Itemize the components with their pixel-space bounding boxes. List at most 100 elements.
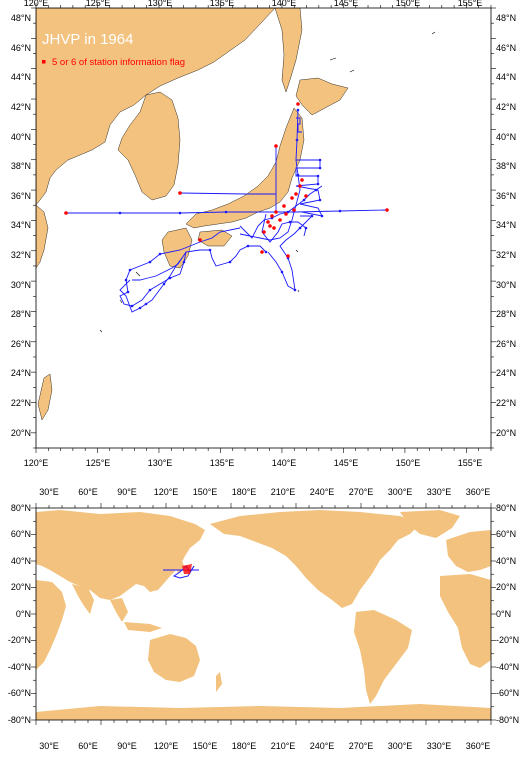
bottom-map: 30°E 60°E 90°E 120°E 150°E 180°E 210°E 2… xyxy=(8,487,519,751)
tick-label: -20°N xyxy=(496,635,519,645)
tick-label: 32°N xyxy=(11,250,31,260)
tick-label: 80°N xyxy=(11,503,31,513)
tick-label: 20°N xyxy=(11,582,31,592)
tick-label: 28°N xyxy=(496,309,516,319)
tick-label: 46°N xyxy=(11,43,31,53)
legend-marker xyxy=(42,60,46,64)
tick-label: 20°N xyxy=(11,428,31,438)
land-taiwan xyxy=(37,373,53,421)
tick-label: 42°N xyxy=(11,102,31,112)
land-japan-small xyxy=(174,556,184,574)
tick-label: 150°E xyxy=(396,458,421,468)
tick-label: 130°E xyxy=(148,458,173,468)
track-cruise-6 xyxy=(119,257,183,313)
land-kyushu xyxy=(161,227,193,269)
tick-label: 24°N xyxy=(496,368,516,378)
top-map-land xyxy=(36,8,436,421)
tick-label: 135°E xyxy=(210,0,235,8)
tick-label: 34°N xyxy=(496,220,516,230)
track-cruise-2 xyxy=(179,146,277,212)
tick-label: 150°E xyxy=(193,487,218,497)
land-new-zealand xyxy=(216,672,222,692)
track-cruise-9 xyxy=(261,213,307,243)
tick-label: 145°E xyxy=(334,458,359,468)
tick-label: 60°N xyxy=(11,529,31,539)
tick-label: 32°N xyxy=(496,250,516,260)
tick-label: 36°N xyxy=(11,191,31,201)
tick-label: 150°E xyxy=(193,741,218,751)
track-cruise-10 xyxy=(132,251,187,281)
tick-label: 360°E xyxy=(466,487,491,497)
tick-label: 0°N xyxy=(16,609,31,619)
land-africa-right xyxy=(440,574,491,668)
tick-label: 36°N xyxy=(496,191,516,201)
track-cruise-5 xyxy=(119,227,267,307)
tick-label: 135°E xyxy=(210,458,235,468)
tick-label: 34°N xyxy=(11,220,31,230)
tick-label: 28°N xyxy=(11,309,31,319)
tick-label: 60°E xyxy=(78,741,98,751)
legend-label: 5 or 6 of station information flag xyxy=(52,57,185,68)
tick-label: 40°N xyxy=(11,132,31,142)
bottom-map-ticks xyxy=(31,503,496,725)
land-korea xyxy=(117,91,181,201)
land-se-asia xyxy=(110,598,162,632)
tick-label: 26°N xyxy=(496,339,516,349)
top-map: JHVP in 1964 5 or 6 of station informati… xyxy=(11,0,516,468)
tick-label: -20°N xyxy=(8,635,31,645)
tick-label: 300°E xyxy=(388,487,413,497)
tick-label: 140°E xyxy=(272,0,297,8)
bottom-map-tracks xyxy=(163,564,199,579)
tick-label: 300°E xyxy=(388,741,413,751)
land-south-america xyxy=(354,610,412,704)
tick-label: 30°N xyxy=(11,280,31,290)
track-stations xyxy=(64,108,389,310)
top-lon-labels-bottom: 120°E 125°E 130°E 135°E 140°E 145°E 150°… xyxy=(24,458,483,468)
tick-label: 60°E xyxy=(78,487,98,497)
land-europe-right xyxy=(446,530,491,572)
tick-label: 24°N xyxy=(11,368,31,378)
tick-label: 40°N xyxy=(496,556,516,566)
top-map-tracks xyxy=(64,102,389,313)
tick-label: 240°E xyxy=(310,741,335,751)
tick-label: 210°E xyxy=(271,487,296,497)
tick-label: 270°E xyxy=(349,487,374,497)
track-mini-2 xyxy=(172,565,195,579)
top-map-ticks xyxy=(31,3,496,453)
tick-label: 90°E xyxy=(117,741,137,751)
land-north-america xyxy=(210,510,420,608)
tick-label: 40°N xyxy=(496,132,516,142)
tick-label: -80°N xyxy=(8,715,31,725)
land-shikoku xyxy=(197,229,233,247)
tick-label: 30°N xyxy=(496,280,516,290)
tick-label: 20°N xyxy=(496,428,516,438)
map-title: JHVP in 1964 xyxy=(42,31,133,48)
track-cruise-11 xyxy=(296,117,302,133)
tick-label: 120°E xyxy=(154,741,179,751)
land-australia xyxy=(148,634,200,682)
tick-label: 125°E xyxy=(86,0,111,8)
tick-label: 30°E xyxy=(39,741,59,751)
tick-label: 26°N xyxy=(11,339,31,349)
tick-label: 44°N xyxy=(496,72,516,82)
flag-stations xyxy=(64,102,389,258)
tick-label: 20°N xyxy=(496,582,516,592)
tick-label: 180°E xyxy=(232,741,257,751)
tick-label: 46°N xyxy=(496,43,516,53)
bottom-lat-labels-right: 80°N 60°N 40°N 20°N 0°N -20°N -40°N -60°… xyxy=(496,503,519,725)
tick-label: -60°N xyxy=(496,688,519,698)
land-islands xyxy=(99,31,436,333)
top-lat-labels-right: 48°N 46°N 44°N 42°N 40°N 38°N 36°N 34°N … xyxy=(496,13,516,438)
tick-label: 240°E xyxy=(310,487,335,497)
tick-label: 130°E xyxy=(148,0,173,8)
tick-label: 120°E xyxy=(24,0,49,8)
tick-label: 80°N xyxy=(496,503,516,513)
tick-label: 330°E xyxy=(427,487,452,497)
land-china-coast xyxy=(36,204,49,269)
tick-label: 40°N xyxy=(11,556,31,566)
tick-label: 48°N xyxy=(496,13,516,23)
bottom-lat-labels-left: 80°N 60°N 40°N 20°N 0°N -20°N -40°N -60°… xyxy=(8,503,31,725)
tick-label: 48°N xyxy=(11,13,31,23)
tick-label: -80°N xyxy=(496,715,519,725)
